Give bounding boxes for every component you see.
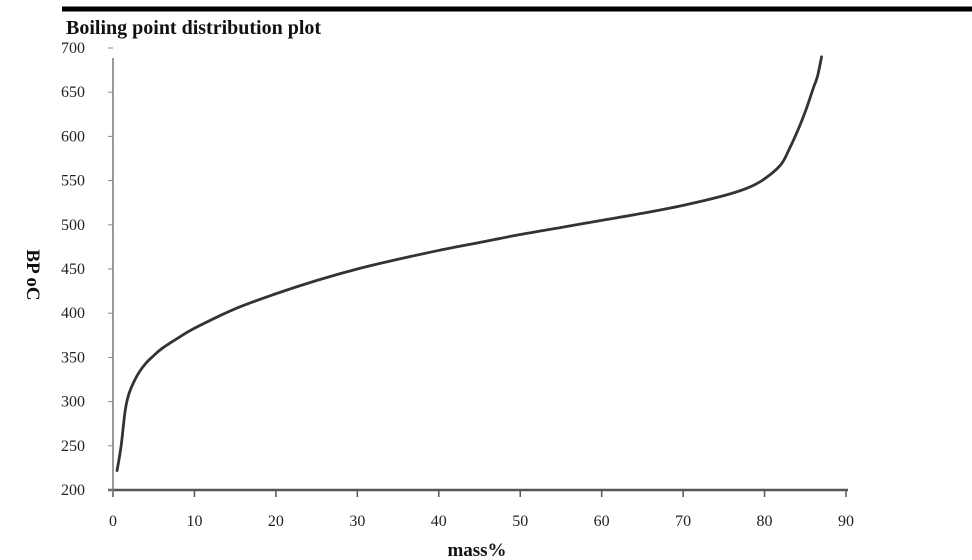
x-tick-label: 90: [838, 513, 854, 530]
chart-title: Boiling point distribution plot: [66, 17, 321, 39]
y-tick-label: 700: [61, 40, 85, 57]
x-tick-label: 60: [594, 513, 610, 530]
y-axis: 200 250 300 350 400 450 500 550 600 650 700: [61, 40, 114, 499]
y-tick-label: 650: [61, 84, 85, 101]
y-axis-title: BP oC: [22, 249, 43, 300]
series-line: [115, 55, 823, 472]
y-tick-label: 450: [61, 261, 85, 278]
x-axis-title: mass%: [447, 540, 506, 560]
y-tick-label: 600: [61, 128, 85, 145]
y-tick-label: 550: [61, 173, 85, 190]
x-axis: 0 10 20 30 40 50 60 70 80 90: [108, 488, 854, 530]
x-tick-label: 20: [268, 513, 284, 530]
y-tick-label: 300: [61, 394, 85, 411]
y-tick-label: 400: [61, 305, 85, 322]
y-tick-label: 250: [61, 438, 85, 455]
y-tick-label: 500: [61, 217, 85, 234]
x-tick-label: 30: [349, 513, 365, 530]
plot-area: [115, 55, 823, 472]
x-tick-label: 80: [757, 513, 773, 530]
x-tick-label: 40: [431, 513, 447, 530]
y-tick-label: 350: [61, 349, 85, 366]
x-tick-label: 10: [186, 513, 202, 530]
x-tick-label: 50: [512, 513, 528, 530]
x-tick-label: 0: [109, 513, 117, 530]
x-tick-label: 70: [675, 513, 691, 530]
y-tick-label: 200: [61, 482, 85, 499]
